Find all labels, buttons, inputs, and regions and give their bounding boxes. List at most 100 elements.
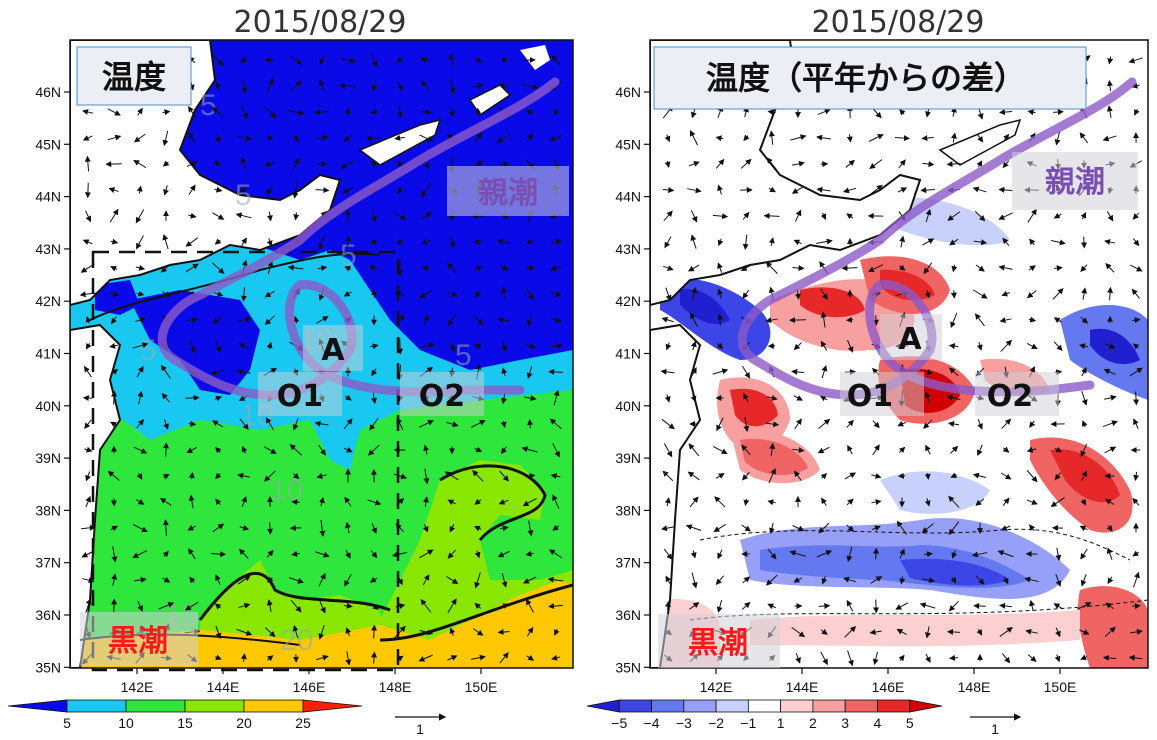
current-vector — [496, 133, 511, 143]
current-vector — [418, 654, 433, 662]
current-vector — [136, 290, 145, 297]
current-vector — [471, 654, 486, 661]
current-vector — [188, 212, 197, 219]
current-vector — [237, 472, 250, 479]
current-vector — [264, 627, 276, 638]
current-vector — [998, 186, 1013, 193]
oyashio-label-bg — [1012, 152, 1138, 210]
current-vector — [473, 132, 483, 144]
colorbar-tick-label: −2 — [708, 715, 724, 731]
current-vector — [371, 81, 378, 92]
current-vector — [896, 520, 907, 535]
current-vector — [873, 547, 880, 560]
current-vector — [846, 316, 854, 323]
current-vector — [998, 264, 1013, 271]
current-vector — [211, 420, 224, 428]
current-vector — [1029, 238, 1036, 246]
current-vector — [526, 314, 533, 327]
point-o2-bg — [975, 372, 1059, 416]
current-vector — [1081, 287, 1088, 300]
current-vector — [1081, 367, 1087, 377]
current-vector — [816, 550, 833, 558]
current-vector — [975, 498, 985, 506]
current-vector — [340, 159, 355, 169]
left-date-title: 2015/08/29 — [234, 5, 407, 40]
current-vector — [500, 56, 508, 63]
current-vector — [344, 107, 351, 116]
current-vector — [1103, 368, 1116, 375]
colorbar-swatch — [877, 699, 911, 713]
lat-tick-label: 45N — [35, 136, 61, 152]
current-vector — [111, 546, 118, 563]
current-vector — [789, 317, 806, 324]
current-vector — [266, 134, 275, 141]
current-vector — [950, 576, 956, 584]
current-vector — [522, 576, 537, 584]
current-vector — [521, 446, 538, 453]
current-vector — [501, 446, 507, 455]
current-vector — [133, 159, 147, 168]
current-vector — [1102, 135, 1117, 142]
current-vector — [185, 237, 199, 247]
current-vector — [898, 446, 906, 454]
current-vector — [975, 264, 985, 272]
right-label: 温度（平年からの差） — [706, 59, 1026, 97]
current-vector — [499, 265, 509, 271]
current-vector — [1026, 446, 1037, 453]
current-vector — [345, 627, 352, 636]
current-vector — [472, 469, 484, 482]
current-vector — [1132, 238, 1140, 247]
lat-tick-label: 44N — [35, 189, 61, 205]
current-vector — [1081, 236, 1088, 249]
current-vector — [474, 290, 482, 298]
current-vector — [845, 159, 856, 168]
contour-label: 5 — [455, 339, 472, 372]
current-vector — [162, 130, 169, 147]
current-vector — [792, 447, 805, 454]
current-vector — [661, 418, 675, 430]
current-vector — [85, 316, 92, 324]
lon-tick-label: 142E — [121, 679, 154, 695]
colorbar-tick-label: 5 — [63, 715, 71, 731]
current-vector — [241, 445, 248, 454]
current-vector — [422, 574, 430, 586]
lon-tick-label: 148E — [958, 679, 991, 695]
point-o2-label: O2 — [987, 379, 1033, 414]
current-vector — [1029, 524, 1036, 532]
current-vector — [793, 239, 802, 246]
current-vector — [214, 238, 222, 245]
current-vector — [1128, 654, 1143, 661]
colorbar-swatch — [66, 699, 127, 713]
current-vector — [133, 446, 148, 454]
current-vector — [743, 498, 750, 506]
current-vector — [1028, 265, 1036, 272]
current-vector — [266, 211, 273, 222]
current-vector — [212, 54, 225, 66]
current-vector — [921, 523, 934, 534]
lat-tick-label: 39N — [35, 450, 61, 466]
current-vector — [846, 524, 855, 532]
current-vector — [1050, 497, 1065, 507]
current-vector — [899, 576, 906, 585]
colorbar-tick-label: 3 — [841, 715, 849, 731]
current-vector — [397, 186, 404, 194]
lat-tick-label: 39N — [615, 450, 641, 466]
lat-tick-label: 35N — [615, 659, 641, 675]
current-vector — [237, 575, 251, 585]
current-vector — [950, 445, 959, 454]
current-vector — [976, 628, 983, 636]
colorbar-tick-label: 10 — [118, 715, 134, 731]
current-vector — [263, 470, 276, 482]
left-lat-axis: 46N 45N 44N 43N 42N 41N 40N 39N 38N 37N 36N 35N — [35, 84, 70, 675]
current-vector — [919, 602, 936, 609]
current-vector — [1027, 109, 1036, 116]
current-vector — [715, 135, 724, 142]
current-vector — [110, 238, 119, 245]
current-vector — [211, 106, 224, 117]
current-vector — [717, 288, 724, 299]
current-vector — [548, 549, 563, 559]
current-vector — [290, 599, 302, 613]
current-vector — [869, 629, 882, 636]
current-vector — [85, 598, 92, 613]
current-vector — [397, 106, 403, 119]
